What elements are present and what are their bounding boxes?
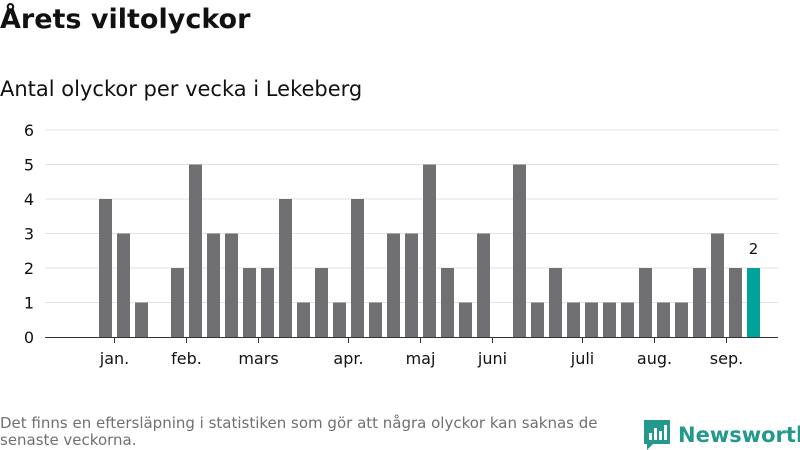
bar-week-22	[459, 302, 472, 337]
bar-week-34	[675, 302, 688, 337]
bar-week-30	[603, 302, 616, 337]
bar-week-12	[279, 199, 292, 337]
bar-week-8	[207, 233, 220, 337]
bar-week-14	[315, 268, 328, 337]
bar-week-28	[567, 302, 580, 337]
bar-week-23	[477, 233, 490, 337]
y-tick-label: 1	[24, 294, 34, 313]
bar-week-27	[549, 268, 562, 337]
brand-logo[interactable]: Newsworthy	[644, 420, 800, 450]
bar-week-7	[189, 164, 202, 337]
y-tick-label: 4	[24, 190, 34, 209]
bars	[99, 164, 760, 337]
bar-week-31	[621, 302, 634, 337]
data-label: 2	[749, 240, 759, 258]
bar-week-9	[225, 233, 238, 337]
bar-chart: 0 1 2 3 4 5 6 jan. feb. mars apr. maj juni juli aug. se…	[24, 121, 778, 368]
bar-week-37	[729, 268, 742, 337]
bar-week-20	[423, 164, 436, 337]
y-tick-label: 2	[24, 259, 34, 278]
x-tick-label: apr.	[333, 349, 363, 368]
bar-week-18	[387, 233, 400, 337]
x-tick-label: juli	[570, 349, 594, 368]
x-tick-label: jan.	[99, 349, 129, 368]
bar-week-15	[333, 302, 346, 337]
bar-week-33	[657, 302, 670, 337]
bar-week-25	[513, 164, 526, 337]
x-tick-label: feb.	[171, 349, 202, 368]
bar-week-26	[531, 302, 544, 337]
bar-week-36	[711, 233, 724, 337]
bar-week-38	[747, 268, 760, 337]
x-tick-label: sep.	[710, 349, 743, 368]
bar-week-29	[585, 302, 598, 337]
y-tick-label: 5	[24, 156, 34, 175]
chart-subtitle: Antal olyckor per vecka i Lekeberg	[0, 77, 363, 101]
footnote: Det finns en eftersläpning i statistiken…	[0, 414, 598, 449]
bar-week-10	[243, 268, 256, 337]
bar-week-19	[405, 233, 418, 337]
bar-week-32	[639, 268, 652, 337]
newsworthy-logo-icon	[644, 420, 670, 450]
bar-week-16	[351, 199, 364, 337]
axes	[45, 337, 778, 343]
y-tick-label: 6	[24, 121, 34, 140]
x-tick-label: mars	[238, 349, 278, 368]
x-tick-label: maj	[406, 349, 436, 368]
bar-week-4	[135, 302, 148, 337]
bar-week-6	[171, 268, 184, 337]
brand-name: Newsworthy	[678, 423, 800, 447]
bar-week-21	[441, 268, 454, 337]
y-tick-label: 0	[24, 328, 34, 347]
bar-week-3	[117, 233, 130, 337]
bar-week-2	[99, 199, 112, 337]
x-tick-label: aug.	[637, 349, 672, 368]
x-tick-label: juni	[477, 349, 507, 368]
chart-title: Årets viltolyckor	[0, 4, 251, 35]
bar-week-11	[261, 268, 274, 337]
labels: 0 1 2 3 4 5 6 jan. feb. mars apr. maj juni juli aug. se…	[24, 121, 758, 368]
bar-week-17	[369, 302, 382, 337]
bar-week-13	[297, 302, 310, 337]
y-tick-label: 3	[24, 225, 34, 244]
bar-week-35	[693, 268, 706, 337]
